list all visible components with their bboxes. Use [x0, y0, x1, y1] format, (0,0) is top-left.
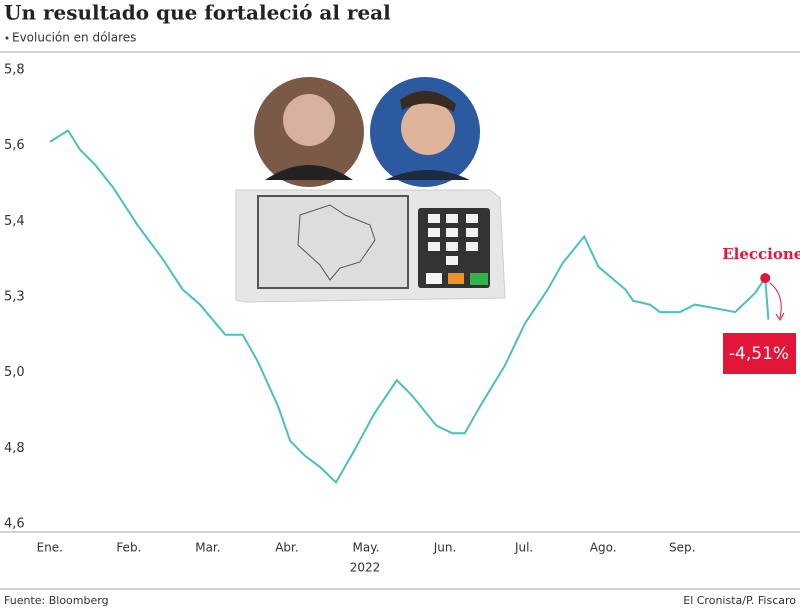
- y-tick-label: 5,8: [4, 63, 25, 78]
- x-axis-label: 2022: [350, 561, 381, 575]
- arrow-head: [775, 312, 785, 321]
- x-tick-label: May.: [353, 541, 380, 555]
- x-tick-label: Mar.: [195, 541, 220, 555]
- change-label: -4,51%: [729, 344, 789, 364]
- x-tick-label: Sep.: [669, 541, 695, 555]
- x-tick-label: Ago.: [590, 541, 617, 555]
- line: [49, 129, 770, 485]
- x-tick-label: Ene.: [37, 541, 63, 555]
- bullet: [5, 36, 9, 40]
- y-tick-label: 5,6: [4, 138, 25, 153]
- annotation: Elecciones: [722, 245, 800, 263]
- subtitle: Evolución en dólares: [12, 31, 136, 45]
- y-tick-label: 5,0: [4, 365, 25, 380]
- y-tick-label: 4,6: [4, 517, 25, 532]
- x-tick-label: Jun.: [433, 541, 457, 555]
- x-tick-label: Feb.: [116, 541, 141, 555]
- x-tick-label: Abr.: [275, 541, 298, 555]
- arrow: [769, 282, 782, 319]
- x-tick-label: Jul.: [514, 541, 533, 555]
- credit: El Cronista/P. Fiscaro: [683, 594, 796, 607]
- change-box: [723, 333, 796, 374]
- chart-title: Un resultado que fortaleció al real: [4, 1, 391, 25]
- election-dot: [760, 273, 771, 284]
- y-tick-label: 4,8: [4, 441, 25, 456]
- y-tick-label: 5,3: [4, 290, 25, 305]
- illustration: [235, 77, 506, 303]
- source: Fuente: Bloomberg: [4, 594, 109, 607]
- y-tick-label: 5,4: [4, 214, 25, 229]
